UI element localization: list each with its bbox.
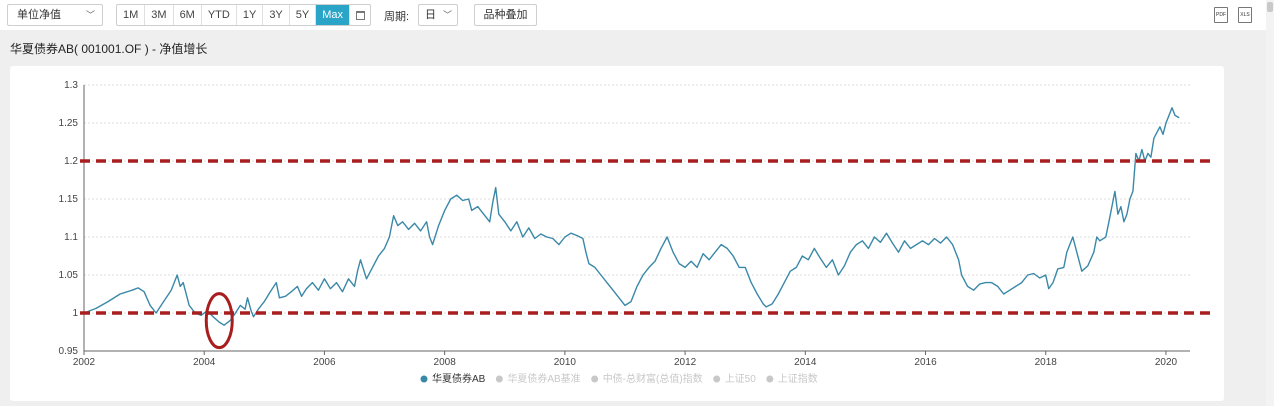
range-button-group: 1M 3M 6M YTD 1Y 3Y 5Y Max (116, 4, 372, 26)
y-tick-label: 1.25 (59, 118, 79, 129)
range-button-6m[interactable]: 6M (174, 5, 202, 25)
x-tick-label: 2020 (1155, 357, 1178, 368)
x-tick-label: 2014 (794, 357, 817, 368)
chart-card: 0.95 1 1.05 1.1 1.15 1.2 1.25 1.3 2002 2004 2006 20… (10, 66, 1224, 401)
x-tick-label: 2002 (73, 357, 96, 368)
y-tick-label: 1 (72, 308, 78, 319)
x-tick-label: 2016 (914, 357, 937, 368)
chevron-down-icon: ﹀ (442, 10, 452, 20)
page-title: 华夏债券AB( 001001.OF ) - 净值增长 (10, 42, 208, 56)
pdf-export-icon[interactable]: PDF (1214, 7, 1228, 23)
x-tick-label: 2008 (434, 357, 457, 368)
x-tick-label: 2018 (1035, 357, 1058, 368)
range-button-max[interactable]: Max (316, 5, 351, 25)
x-tick-label: 2010 (554, 357, 577, 368)
y-tick-label: 1.3 (64, 80, 78, 91)
legend-item-label: 华夏债券AB (432, 372, 486, 385)
nav-line-chart: 0.95 1 1.05 1.1 1.15 1.2 1.25 1.3 2002 2004 2006 20… (59, 80, 1210, 385)
period-select-value: 日 (425, 9, 436, 21)
range-button-5y[interactable]: 5Y (290, 5, 317, 25)
overlay-button[interactable]: 品种叠加 (474, 4, 537, 26)
y-tick-label: 1.15 (59, 194, 79, 205)
range-button-ytd[interactable]: YTD (202, 5, 237, 25)
range-button-1m[interactable]: 1M (117, 5, 146, 25)
metric-select[interactable]: 单位净值 ﹀ (7, 4, 103, 26)
legend-marker (591, 375, 599, 383)
y-tick-label: 0.95 (59, 346, 79, 357)
highlight-circle (204, 292, 234, 350)
y-tick-label: 1.1 (64, 232, 78, 243)
metric-select-value: 单位净值 (17, 9, 61, 21)
legend-marker (713, 375, 721, 383)
x-tick-label: 2006 (313, 357, 336, 368)
range-button-1y[interactable]: 1Y (237, 5, 264, 25)
legend-marker (495, 375, 503, 383)
x-tick-label: 2004 (193, 357, 216, 368)
range-button-3y[interactable]: 3Y (263, 5, 290, 25)
series-line-huaxia-bond-ab (83, 107, 1180, 326)
scrollbar-thumb[interactable] (1267, 2, 1273, 12)
legend-item-label: 上证指数 (778, 372, 818, 385)
legend-item-label: 上证50 (725, 373, 757, 385)
y-tick-label: 1.2 (64, 156, 78, 167)
x-tick-label: 2012 (674, 357, 697, 368)
y-tick-label: 1.05 (59, 270, 79, 281)
period-select[interactable]: 日 ﹀ (418, 4, 458, 26)
period-label: 周期: (384, 11, 410, 23)
range-button-3m[interactable]: 3M (145, 5, 174, 25)
legend-marker (420, 375, 428, 383)
legend-item-label: 华夏债券AB基准 (507, 372, 580, 385)
legend-marker (766, 375, 774, 383)
calendar-icon[interactable] (350, 5, 370, 25)
toolbar: 单位净值 ﹀ 1M 3M 6M YTD 1Y 3Y 5Y Max 周期: 日 ﹀ 品种叠加 P… (0, 0, 1274, 30)
xls-export-icon[interactable]: XLS (1238, 7, 1252, 23)
vertical-scrollbar[interactable] (1266, 0, 1274, 406)
legend-item-label: 中债-总财富(总值)指数 (603, 372, 703, 385)
chevron-down-icon: ﹀ (85, 10, 95, 20)
